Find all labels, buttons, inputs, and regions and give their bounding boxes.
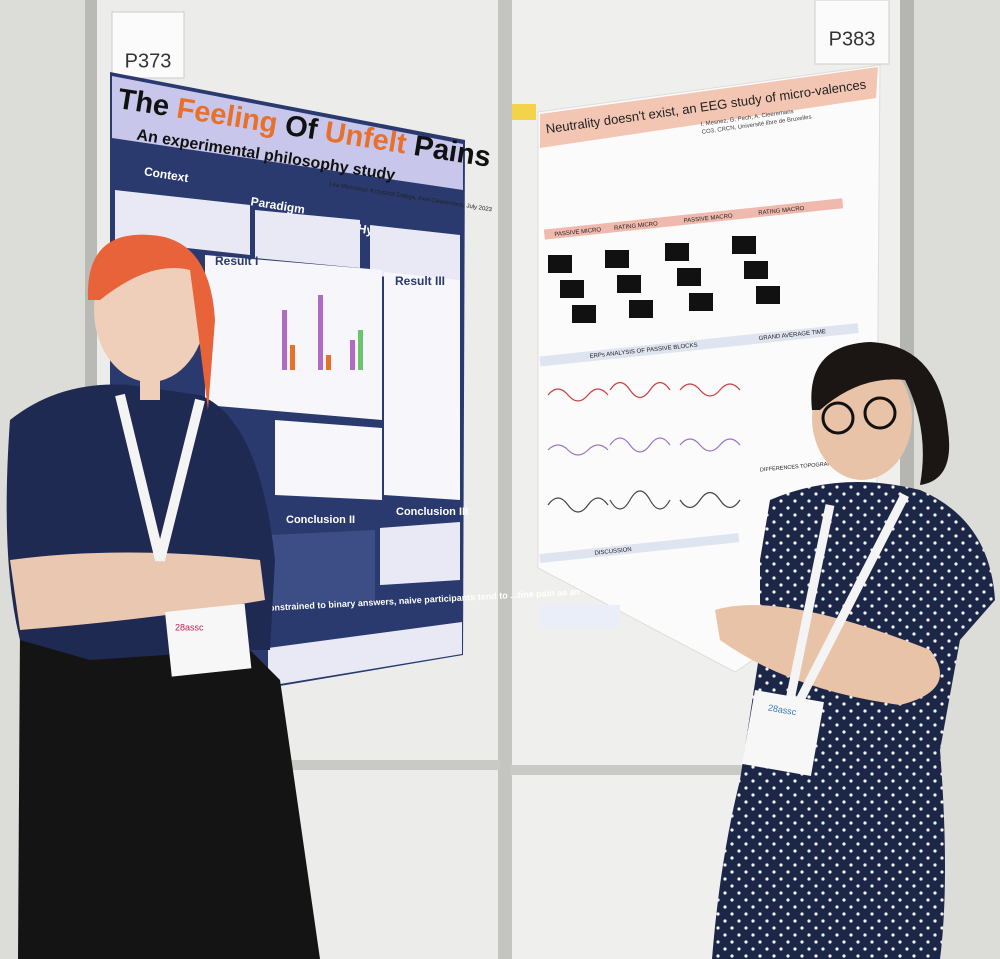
- section-title: DISCUSSION: [594, 547, 632, 557]
- erp-trace: [609, 490, 671, 510]
- board-number: P383: [829, 28, 876, 50]
- section-band: [539, 323, 859, 367]
- stimulus-stack: [548, 236, 780, 323]
- rail: [95, 760, 500, 770]
- poster-title-band: [112, 76, 463, 190]
- name-badge: [165, 603, 252, 677]
- erp-trace: [547, 388, 609, 402]
- stimulus: [617, 275, 641, 293]
- stimulus: [572, 305, 596, 323]
- trousers: [18, 630, 320, 959]
- erp-trace: [547, 444, 609, 456]
- board-number: P373: [125, 50, 172, 72]
- sticky-note: [512, 104, 536, 120]
- lanyard: [785, 492, 910, 703]
- fig-bar: [326, 355, 331, 370]
- badge-text: 28assc: [767, 702, 797, 717]
- block-label: RATING MICRO: [614, 221, 659, 232]
- block-label: RATING MACRO: [758, 206, 805, 217]
- poster-title-band: [540, 67, 878, 148]
- neck: [140, 380, 160, 400]
- logo-strip: [268, 622, 462, 686]
- block-label: PASSIVE MICRO: [554, 227, 602, 238]
- title-word: Of: [275, 108, 328, 147]
- person-left: 28assc: [6, 234, 320, 959]
- text-block: [370, 225, 460, 285]
- fig-bar: [282, 310, 287, 370]
- section-title: Conclusion III: [396, 506, 468, 518]
- section-title: Conclusion II: [286, 514, 355, 526]
- stimulus: [677, 268, 701, 286]
- erp-trace: [679, 438, 741, 452]
- text-block: [270, 530, 375, 606]
- badge-text: 28assc: [175, 622, 204, 632]
- erp-trace: [609, 381, 671, 399]
- hair: [811, 342, 950, 485]
- stimulus: [744, 261, 768, 279]
- dress: [712, 482, 995, 959]
- hair: [87, 234, 215, 410]
- table-panel: [275, 420, 382, 500]
- fig-bar: [358, 330, 363, 370]
- block-band: [543, 198, 844, 240]
- stimulus: [689, 293, 713, 311]
- stimulus: [732, 236, 756, 254]
- glasses: [821, 401, 855, 435]
- stimulus: [560, 280, 584, 298]
- erp-trace: [547, 497, 609, 513]
- arms: [10, 552, 265, 630]
- erp-trace: [679, 491, 741, 509]
- number-card: [814, 0, 890, 65]
- stimulus: [629, 300, 653, 318]
- section-title: Result I: [215, 254, 258, 268]
- number-card: [111, 11, 185, 79]
- pole: [498, 0, 512, 959]
- glasses: [863, 396, 897, 430]
- section-title: Context: [143, 164, 189, 185]
- poster-title: The Feeling Of Unfelt Pains: [116, 83, 493, 174]
- erp-plots: [547, 381, 741, 513]
- name-badge: [741, 690, 824, 777]
- stimulus: [756, 286, 780, 304]
- erp-trace: [679, 383, 741, 397]
- erp-trace: [609, 437, 671, 453]
- fig-bar: [290, 345, 295, 370]
- chart-panel: [205, 255, 382, 420]
- logo-strip: [540, 605, 620, 627]
- section-band: [539, 533, 740, 564]
- text-block: [255, 210, 360, 268]
- stimulus: [548, 255, 572, 273]
- fig-bar: [318, 295, 323, 370]
- stimulus: [665, 243, 689, 261]
- rail: [510, 765, 910, 775]
- bar-figure: [282, 295, 363, 370]
- section-title: Result III: [395, 274, 445, 288]
- text-block: [380, 522, 460, 585]
- chart-panel: [384, 272, 460, 500]
- person-right: 28assc: [712, 342, 995, 959]
- block-label: PASSIVE MACRO: [683, 213, 733, 224]
- lanyard: [115, 393, 205, 562]
- fig-bar: [350, 340, 355, 370]
- stimulus: [605, 250, 629, 268]
